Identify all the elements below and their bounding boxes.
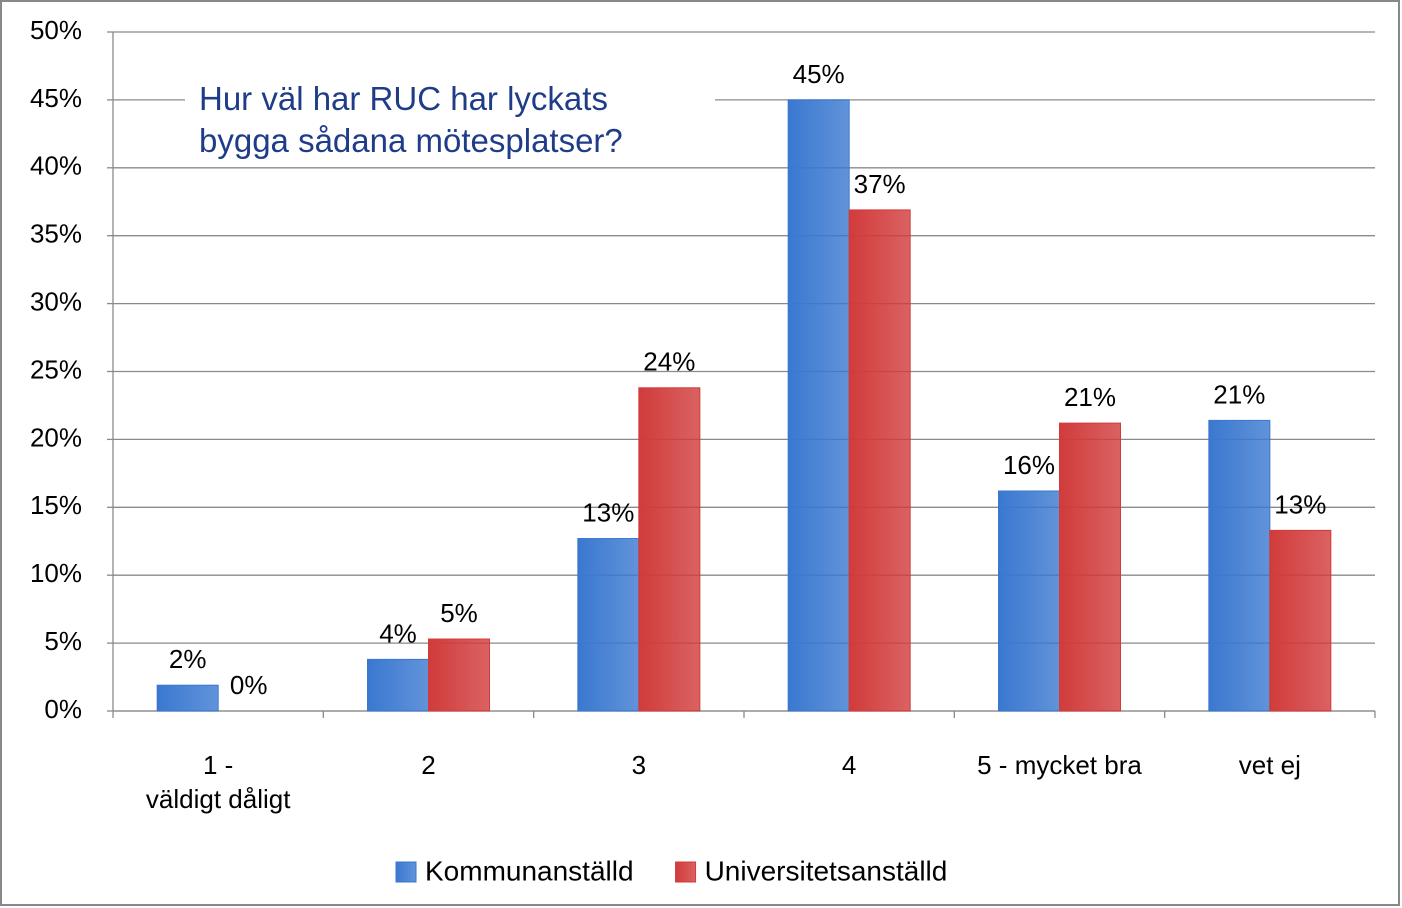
bar xyxy=(1208,419,1271,712)
bar xyxy=(638,387,701,712)
y-tick-label: 15% xyxy=(30,490,82,520)
x-tick-label: 3 xyxy=(631,750,647,780)
legend-label: Kommunanställd xyxy=(425,855,634,886)
data-label: 13% xyxy=(1274,489,1326,519)
bar xyxy=(848,209,911,712)
bar xyxy=(1059,422,1121,712)
bar xyxy=(787,99,850,712)
data-label: 0% xyxy=(230,670,268,700)
y-tick-label: 25% xyxy=(30,354,82,384)
y-tick-label: 30% xyxy=(30,286,82,316)
data-label: 21% xyxy=(1064,382,1116,412)
x-tick-label: 1 - väldigt dåligt xyxy=(145,750,291,814)
x-tick-label: 2 xyxy=(421,750,436,780)
y-tick-label: 0% xyxy=(44,694,82,724)
y-tick-label: 20% xyxy=(30,422,82,452)
bar xyxy=(577,538,640,712)
y-tick-label: 45% xyxy=(30,83,82,113)
x-tick-label: 4 xyxy=(841,750,857,780)
data-label: 37% xyxy=(854,169,906,199)
bar xyxy=(1269,529,1332,712)
y-tick-label: 50% xyxy=(30,15,82,45)
y-tick-label: 35% xyxy=(30,219,82,249)
data-label: 2% xyxy=(169,644,207,674)
bar xyxy=(428,638,490,712)
y-tick-label: 5% xyxy=(44,626,82,656)
data-label: 4% xyxy=(379,618,417,648)
legend-swatch xyxy=(395,861,417,883)
bar xyxy=(998,490,1060,712)
x-tick-label: vet ej xyxy=(1238,750,1301,780)
legend-label: Universitetsanställd xyxy=(705,855,948,886)
legend-swatch xyxy=(675,861,697,883)
y-tick-label: 40% xyxy=(30,151,82,181)
data-label: 21% xyxy=(1213,379,1265,409)
data-label: 24% xyxy=(643,347,695,377)
bar xyxy=(156,684,219,712)
data-label: 13% xyxy=(582,497,634,527)
data-label: 45% xyxy=(793,59,845,89)
chart-title: Hur väl har RUC har lyckats bygga sådana… xyxy=(185,74,715,166)
y-tick-label: 10% xyxy=(30,558,82,588)
data-label: 16% xyxy=(1003,450,1055,480)
data-label: 5% xyxy=(440,598,478,628)
x-tick-label: 5 - mycket bra xyxy=(977,750,1142,780)
bar xyxy=(367,658,429,712)
